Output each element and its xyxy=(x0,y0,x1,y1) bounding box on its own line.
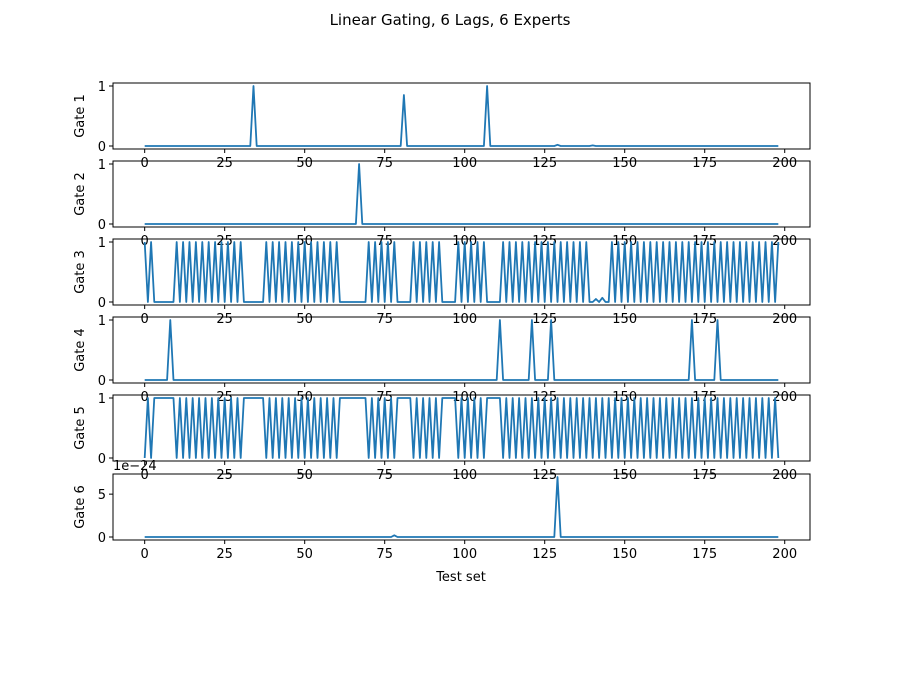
y-tick-label: 1 xyxy=(98,314,106,329)
x-tick-label: 0 xyxy=(141,234,149,249)
y-tick-label: 0 xyxy=(98,374,106,389)
x-tick-label: 200 xyxy=(772,468,797,483)
subplot-gate-5: 0 25 50 75 100 125 150 175 200 0 1 Gate 5 xyxy=(73,392,811,483)
subplot-gate-1: 0 25 50 75 100 125 150 175 200 0 1 Gate 1 xyxy=(73,80,811,171)
y-tick-label: 0 xyxy=(98,296,106,311)
x-tick-label: 200 xyxy=(772,156,797,171)
y-axis-label-gate-5: Gate 5 xyxy=(73,406,88,450)
subplot-gate-6: 0 25 50 75 100 125 150 175 200 0 5 Gate 6 1e−24 xyxy=(73,459,811,562)
x-tick-label: 175 xyxy=(692,234,717,249)
x-tick-label: 200 xyxy=(772,390,797,405)
y-axis-label-gate-3: Gate 3 xyxy=(73,250,88,294)
y-tick-label: 1 xyxy=(98,236,106,251)
x-tick-label: 25 xyxy=(216,156,233,171)
x-tick-label: 75 xyxy=(376,547,393,562)
y-tick-label: 1 xyxy=(98,392,106,407)
x-tick-label: 0 xyxy=(141,547,149,562)
series-line-gate-1 xyxy=(144,85,779,147)
x-tick-label: 75 xyxy=(376,312,393,327)
x-tick-label: 25 xyxy=(216,547,233,562)
x-tick-label: 0 xyxy=(141,390,149,405)
x-tick-label: 125 xyxy=(532,547,557,562)
x-tick-label: 25 xyxy=(216,312,233,327)
y-axis-label-gate-2: Gate 2 xyxy=(73,172,88,216)
x-tick-label: 150 xyxy=(612,390,637,405)
x-tick-label: 175 xyxy=(692,468,717,483)
x-tick-label: 100 xyxy=(452,547,477,562)
y-tick-label: 0 xyxy=(98,452,106,467)
x-tick-label: 100 xyxy=(452,312,477,327)
axes-frame xyxy=(112,160,811,228)
x-tick-label: 100 xyxy=(452,468,477,483)
x-tick-label: 0 xyxy=(141,156,149,171)
x-tick-label: 125 xyxy=(532,312,557,327)
y-tick-label: 1 xyxy=(98,80,106,95)
x-tick-label: 50 xyxy=(296,156,313,171)
x-tick-label: 150 xyxy=(612,156,637,171)
x-tick-label: 100 xyxy=(452,156,477,171)
x-tick-label: 175 xyxy=(692,312,717,327)
x-tick-label: 175 xyxy=(692,547,717,562)
series-line-gate-3 xyxy=(143,241,780,303)
axes-frame xyxy=(112,238,811,306)
x-tick-label: 125 xyxy=(532,156,557,171)
axes-frame xyxy=(112,473,811,541)
x-tick-label: 150 xyxy=(612,312,637,327)
y-tick-label: 0 xyxy=(98,531,106,546)
x-tick-label: 150 xyxy=(612,547,637,562)
x-tick-label: 100 xyxy=(452,390,477,405)
x-tick-label: 75 xyxy=(376,234,393,249)
x-tick-label: 125 xyxy=(532,234,557,249)
axes-frame xyxy=(112,82,811,150)
x-tick-label: 75 xyxy=(376,468,393,483)
y-tick-label: 5 xyxy=(98,488,106,503)
x-tick-label: 200 xyxy=(772,547,797,562)
x-tick-label: 125 xyxy=(532,468,557,483)
y-tick-label: 0 xyxy=(98,218,106,233)
x-tick-label: 200 xyxy=(772,312,797,327)
x-tick-label: 25 xyxy=(216,234,233,249)
x-tick-label: 50 xyxy=(296,390,313,405)
y-axis-label-gate-1: Gate 1 xyxy=(73,94,88,138)
x-tick-label: 50 xyxy=(296,468,313,483)
x-tick-label: 50 xyxy=(296,547,313,562)
y-tick-label: 1 xyxy=(98,158,106,173)
x-tick-label: 150 xyxy=(612,468,637,483)
x-tick-label: 0 xyxy=(141,312,149,327)
series-line-gate-2 xyxy=(144,163,779,225)
x-tick-label: 75 xyxy=(376,156,393,171)
series-line-gate-6 xyxy=(144,476,779,538)
series-line-gate-4 xyxy=(144,319,779,381)
x-tick-label: 200 xyxy=(772,234,797,249)
y-axis-label-gate-4: Gate 4 xyxy=(73,328,88,372)
x-axis-label: Test set xyxy=(435,570,486,585)
x-tick-label: 0 xyxy=(141,468,149,483)
y-tick-label: 0 xyxy=(98,140,106,155)
y-axis-label-gate-6: Gate 6 xyxy=(73,485,88,529)
chart-title: Linear Gating, 6 Lags, 6 Experts xyxy=(330,11,571,29)
y-offset-text: 1e−24 xyxy=(113,459,157,474)
x-tick-label: 25 xyxy=(216,468,233,483)
series-line-gate-5 xyxy=(143,397,780,459)
axes-frame xyxy=(112,316,811,384)
axes-frame xyxy=(112,394,811,462)
x-tick-label: 50 xyxy=(296,312,313,327)
x-tick-label: 175 xyxy=(692,156,717,171)
